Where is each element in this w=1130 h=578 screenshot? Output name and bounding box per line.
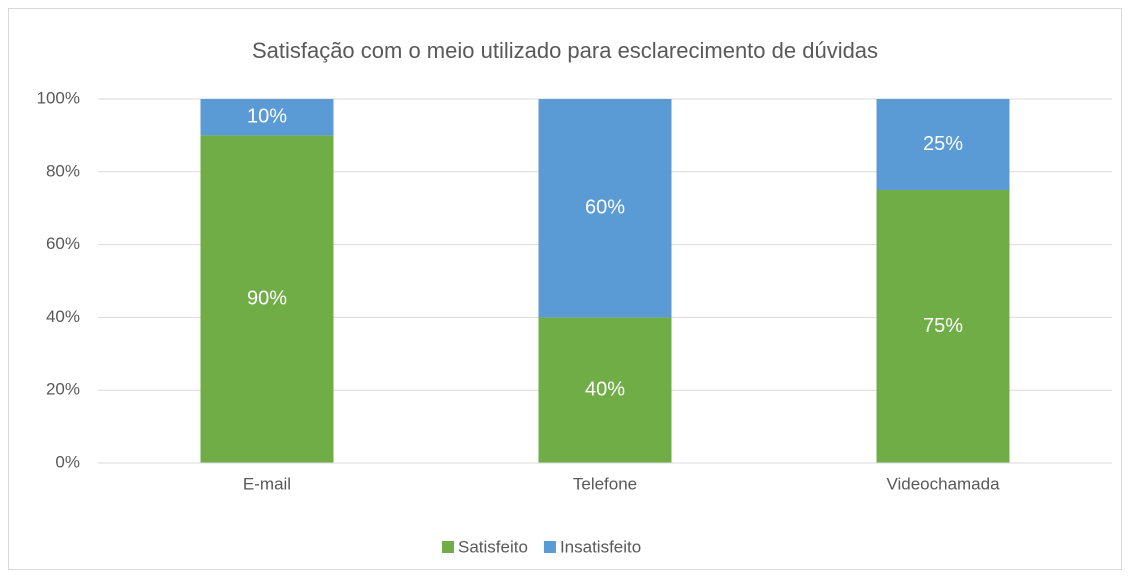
bar-segment [538,99,672,318]
y-tick-label: 100% [37,88,80,107]
y-tick-label: 0% [55,452,80,471]
bar-segment [538,317,672,463]
data-label: 25% [923,133,963,155]
bar-segment [200,135,334,463]
y-tick-label: 20% [46,380,80,399]
data-label: 75% [923,315,963,337]
data-label: 40% [585,378,625,400]
data-label: 10% [247,105,287,127]
y-tick-label: 40% [46,307,80,326]
legend-label: Insatisfeito [560,537,641,556]
x-tick-label: Telefone [573,474,637,493]
y-tick-label: 80% [46,161,80,180]
legend-label: Satisfeito [458,537,528,556]
bar-segment [876,190,1010,463]
legend-swatch [543,541,556,553]
bar-segment [876,99,1010,190]
legend-swatch [442,541,454,553]
bar-segment [200,99,334,136]
data-label: 60% [585,196,625,218]
chart-title: Satisfação com o meio utilizado para esc… [252,38,878,63]
x-tick-label: Videochamada [886,474,1000,493]
x-tick-label: E-mail [243,474,291,493]
data-label: 90% [247,287,287,309]
y-tick-label: 60% [46,234,80,253]
